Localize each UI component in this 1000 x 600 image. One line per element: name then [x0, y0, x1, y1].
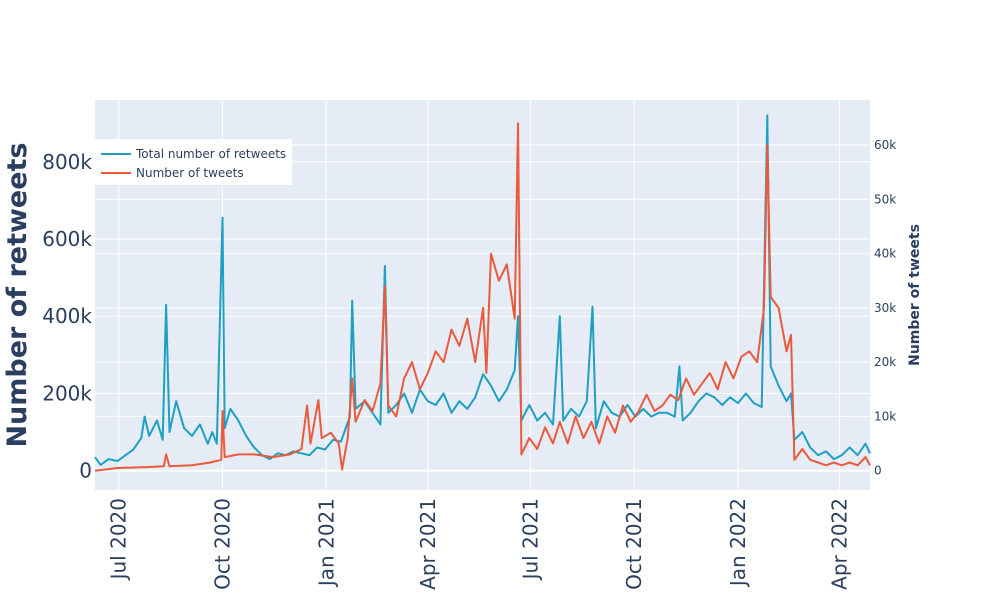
y-axis-label-right: Number of tweets: [907, 224, 923, 366]
x-tick-label: Jan 2022: [726, 498, 750, 588]
y2-tick-label: 0: [874, 464, 882, 478]
x-tick-label: Apr 2021: [416, 498, 440, 590]
x-tick-label: Oct 2020: [210, 498, 234, 590]
legend-label-retweets: Total number of retweets: [135, 147, 286, 161]
x-tick-label: Oct 2021: [622, 498, 646, 590]
y-tick-label: 400k: [42, 304, 92, 328]
x-tick-label: Jan 2021: [314, 498, 338, 588]
y2-tick-label: 30k: [874, 301, 896, 315]
y-axis-label-left: Number of retweets: [2, 142, 33, 447]
x-tick-label: Apr 2022: [828, 498, 852, 590]
legend-label-tweets: Number of tweets: [136, 166, 244, 180]
x-tick-label: Jul 2021: [518, 498, 542, 581]
y2-tick-label: 20k: [874, 355, 896, 369]
y-tick-label: 0: [79, 459, 92, 483]
legend: Total number of retweets Number of tweet…: [95, 139, 292, 185]
y2-tick-label: 40k: [874, 247, 896, 261]
legend-box: [95, 139, 292, 185]
y-tick-label: 600k: [42, 227, 92, 251]
x-tick-label: Jul 2020: [107, 498, 131, 581]
y-tick-label: 800k: [42, 150, 92, 174]
series-line-tweets: [94, 122, 871, 472]
series-lines: [94, 114, 871, 472]
tick-labels: Jul 2020 Oct 2020 Jan 2021 Apr 2021 Jul 2021…: [42, 138, 896, 590]
series-line-retweets: [94, 114, 871, 466]
y2-tick-label: 60k: [874, 138, 896, 152]
y2-tick-label: 50k: [874, 192, 896, 206]
y-tick-label: 200k: [42, 381, 92, 405]
y2-tick-label: 10k: [874, 409, 896, 423]
